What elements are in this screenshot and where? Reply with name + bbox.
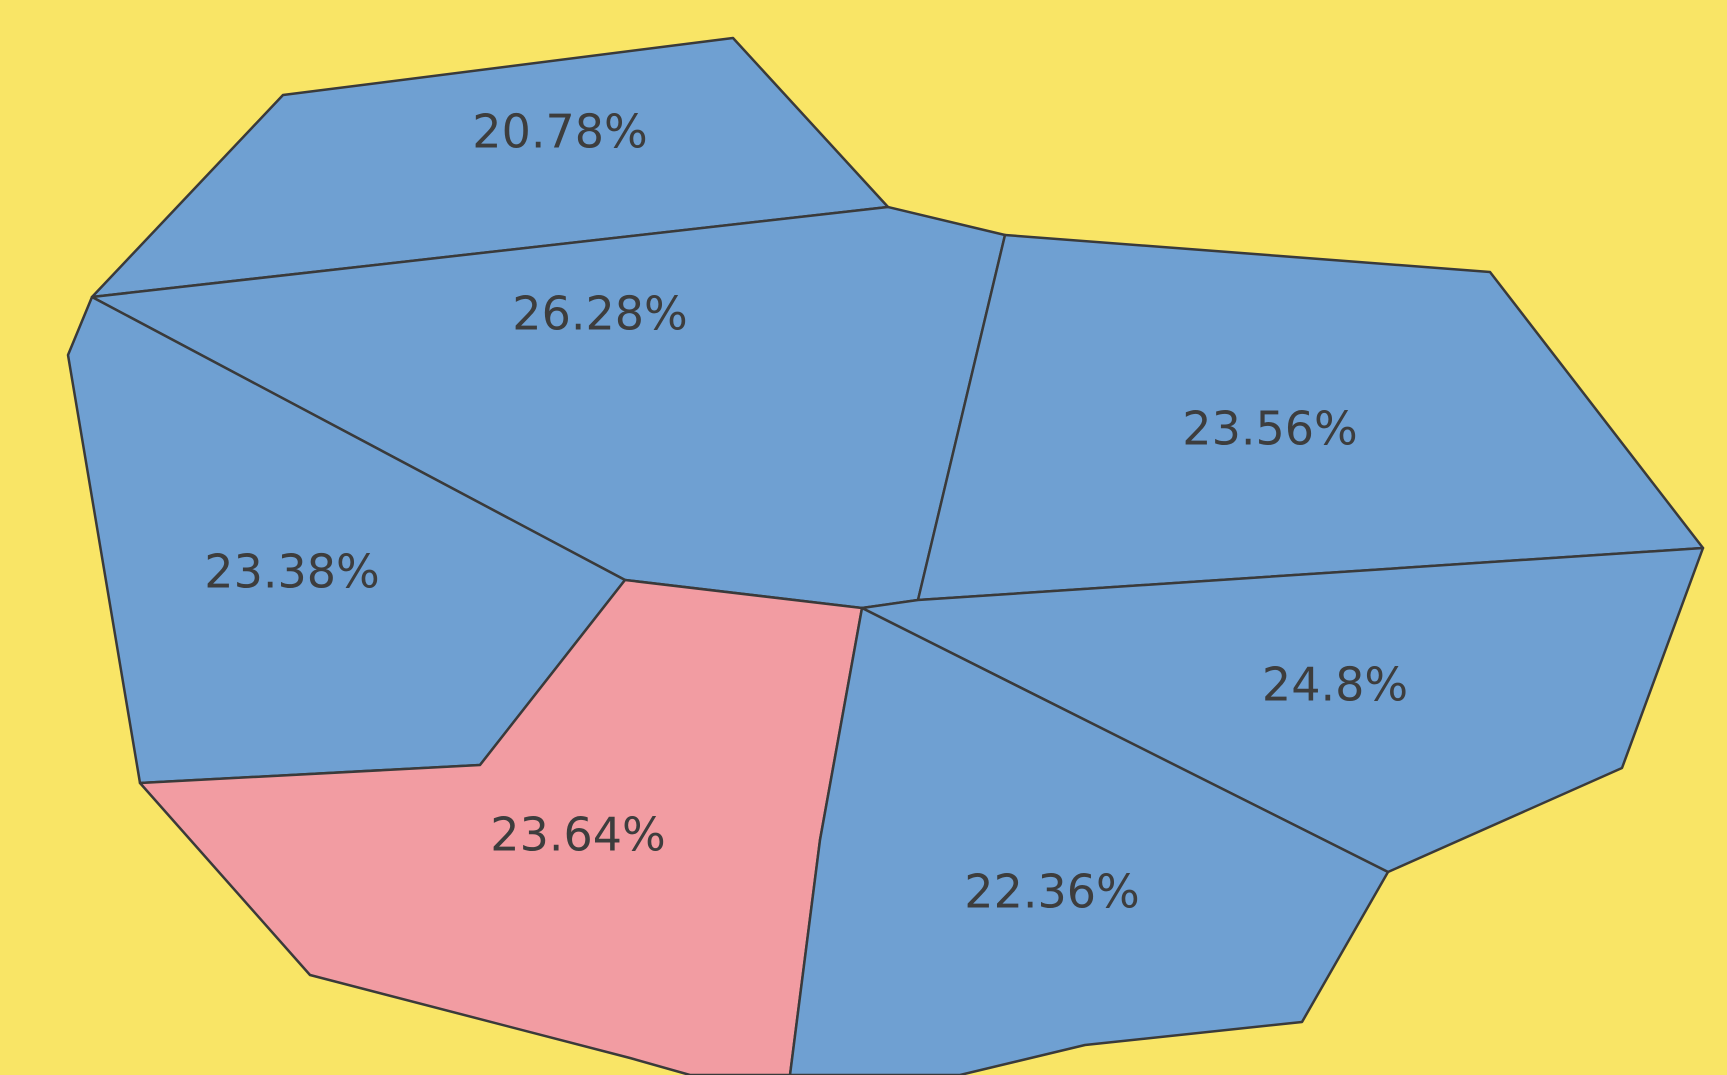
cells-layer: [66, 36, 1705, 1075]
voronoi-cell-middle-right: [860, 546, 1705, 874]
voronoi-cell-bottom-right: [788, 606, 1390, 1075]
